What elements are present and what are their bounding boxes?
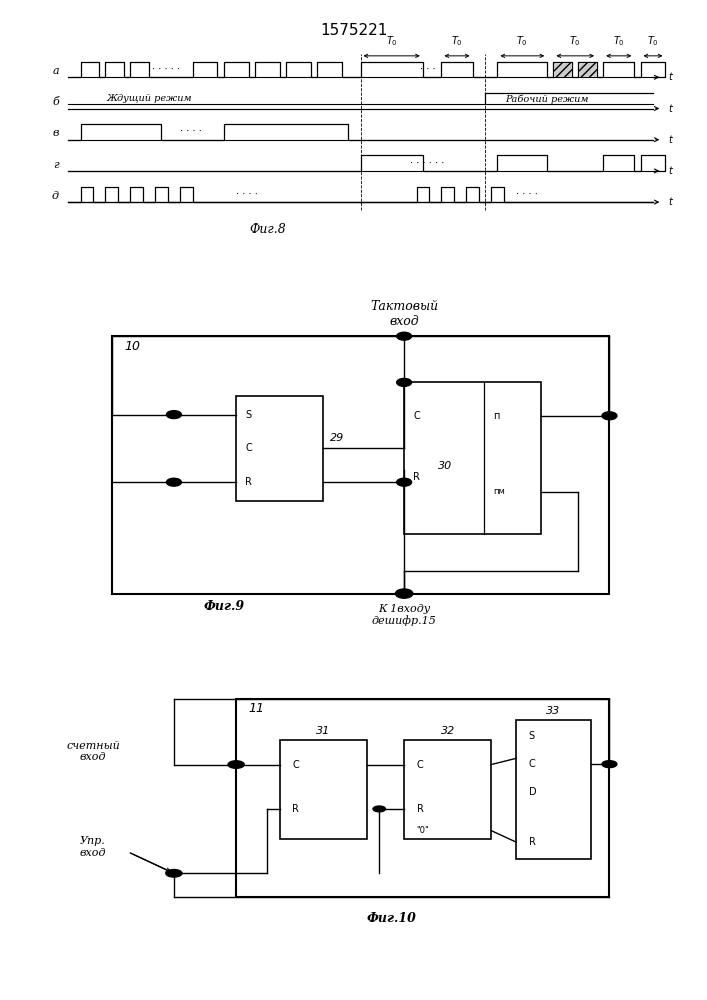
Text: Фиг.9: Фиг.9 [203, 600, 244, 613]
Text: · · · · · ·: · · · · · · [410, 159, 448, 168]
Text: t: t [669, 197, 672, 207]
Text: д: д [52, 191, 59, 201]
Text: $T_0$: $T_0$ [647, 34, 659, 48]
Text: R: R [245, 477, 252, 487]
Circle shape [228, 761, 244, 768]
Text: б: б [52, 97, 59, 107]
Text: 32: 32 [440, 726, 455, 736]
Text: S: S [245, 410, 252, 420]
Bar [516, 720, 591, 859]
Text: · · · ·: · · · · [236, 190, 261, 199]
Text: Фиг.8: Фиг.8 [249, 223, 286, 236]
Text: К 1входу
дешифр.15: К 1входу дешифр.15 [372, 603, 436, 626]
Circle shape [166, 478, 182, 486]
Text: R: R [414, 472, 421, 482]
Text: C: C [416, 760, 423, 770]
Text: S: S [529, 731, 534, 741]
Bar [280, 740, 367, 838]
Text: 11: 11 [249, 702, 264, 714]
Text: D: D [529, 787, 536, 797]
Text: t: t [669, 72, 672, 82]
Text: · · · ·: · · · · [516, 190, 541, 199]
Circle shape [397, 478, 411, 486]
Text: 30: 30 [438, 461, 452, 471]
Bar [578, 62, 597, 77]
Text: 1575221: 1575221 [320, 23, 387, 38]
Text: C: C [529, 759, 535, 769]
Text: · · · · ·: · · · · · [152, 65, 183, 74]
Text: Упр.
вход: Упр. вход [80, 836, 106, 858]
Text: Рабочий режим: Рабочий режим [506, 94, 589, 104]
Text: 31: 31 [316, 726, 330, 736]
Text: счетный
вход: счетный вход [66, 741, 120, 762]
Text: R: R [529, 837, 535, 847]
Circle shape [602, 761, 617, 768]
Text: $T_0$: $T_0$ [613, 34, 625, 48]
Circle shape [397, 378, 411, 386]
Text: "0": "0" [416, 826, 429, 835]
Text: C: C [245, 443, 252, 453]
Text: Тактовый
вход: Тактовый вход [370, 300, 438, 328]
Bar [236, 699, 609, 896]
Circle shape [397, 332, 411, 340]
Text: · · ·: · · · [420, 65, 438, 74]
Circle shape [395, 589, 413, 598]
Circle shape [166, 870, 182, 877]
Text: а: а [52, 66, 59, 76]
Text: 10: 10 [124, 340, 140, 353]
Bar [404, 740, 491, 838]
Text: пм: пм [493, 487, 505, 496]
Circle shape [373, 806, 385, 812]
Text: Фиг.10: Фиг.10 [367, 912, 416, 926]
Bar [554, 62, 572, 77]
Text: R: R [416, 804, 423, 814]
Circle shape [602, 412, 617, 420]
Text: $T_0$: $T_0$ [451, 34, 463, 48]
Text: t: t [669, 135, 672, 145]
Text: t: t [669, 104, 672, 113]
Bar [112, 336, 609, 594]
Text: R: R [292, 804, 299, 814]
Text: $T_0$: $T_0$ [516, 34, 528, 48]
Text: 33: 33 [547, 706, 561, 716]
Circle shape [166, 411, 182, 419]
Text: п: п [493, 411, 499, 421]
Bar [236, 396, 323, 501]
Text: · · · ·: · · · · [180, 127, 205, 136]
Text: $T_0$: $T_0$ [569, 34, 581, 48]
Text: в: в [52, 128, 59, 138]
Text: 29: 29 [329, 433, 344, 443]
Text: t: t [669, 166, 672, 176]
Text: C: C [414, 411, 420, 421]
Text: C: C [292, 760, 299, 770]
Text: Ждущий режим: Ждущий режим [106, 94, 192, 103]
Bar [404, 382, 541, 534]
Text: $T_0$: $T_0$ [386, 34, 397, 48]
Text: г: г [53, 160, 59, 170]
